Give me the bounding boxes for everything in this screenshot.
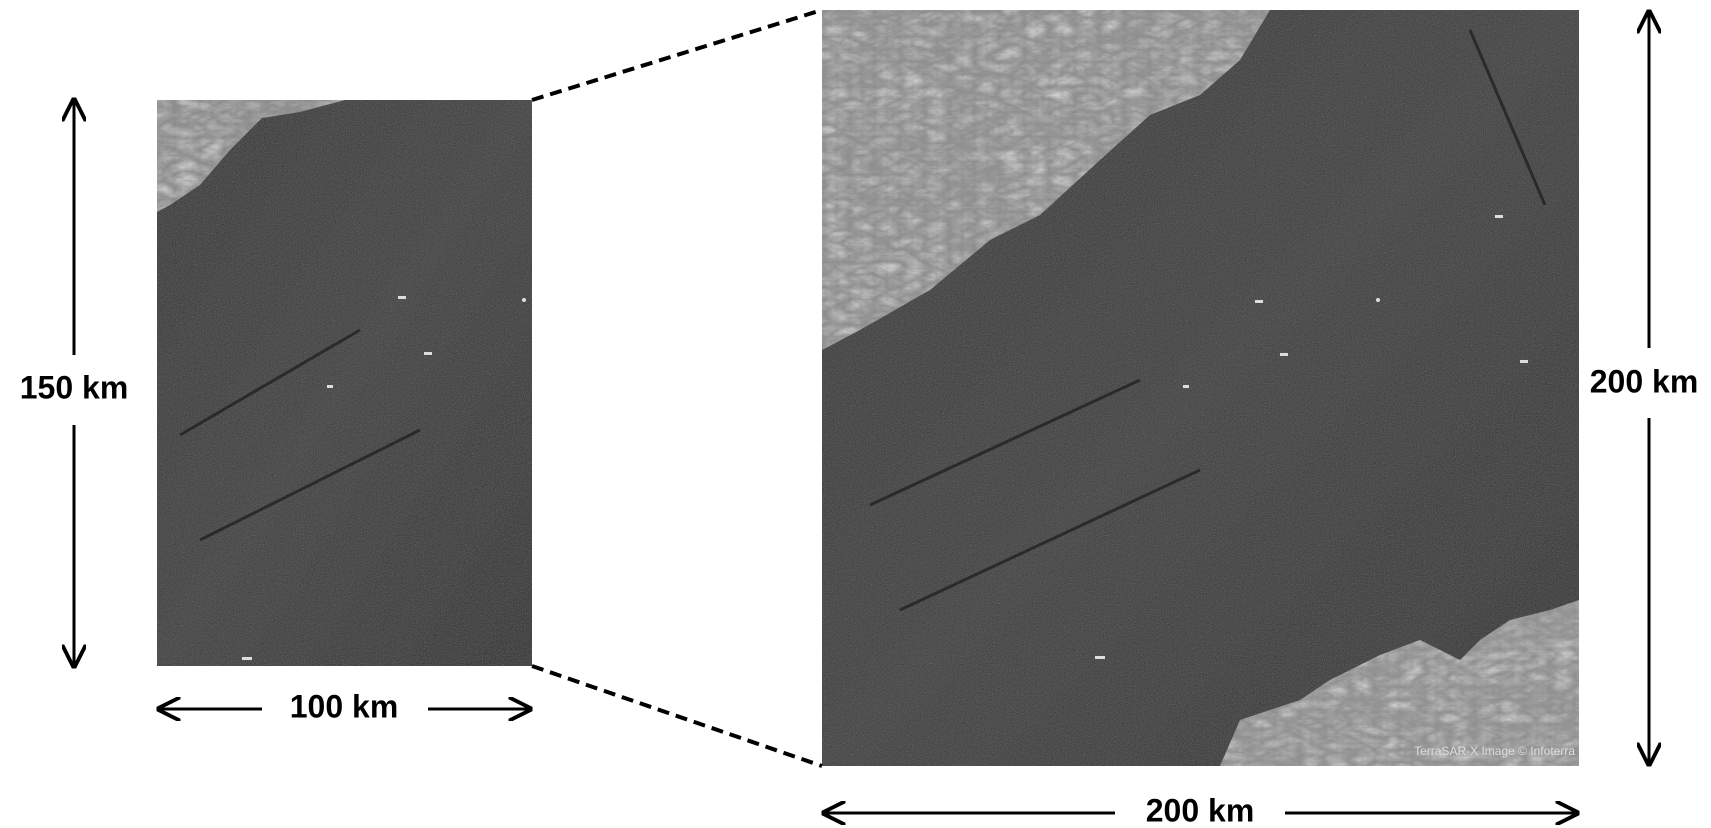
width-label: 100 km: [290, 688, 399, 724]
left-sar-image: [157, 100, 532, 666]
zoom-line: [531, 8, 823, 102]
width-label: 200 km: [1146, 792, 1255, 828]
zoom-line: [531, 664, 823, 768]
height-label: 150 km: [20, 369, 129, 405]
right-sar-image: TerraSAR-X Image © Infoterra: [822, 10, 1579, 766]
height-label: 200 km: [1590, 363, 1699, 399]
image-credit: TerraSAR-X Image © Infoterra: [1414, 744, 1575, 758]
